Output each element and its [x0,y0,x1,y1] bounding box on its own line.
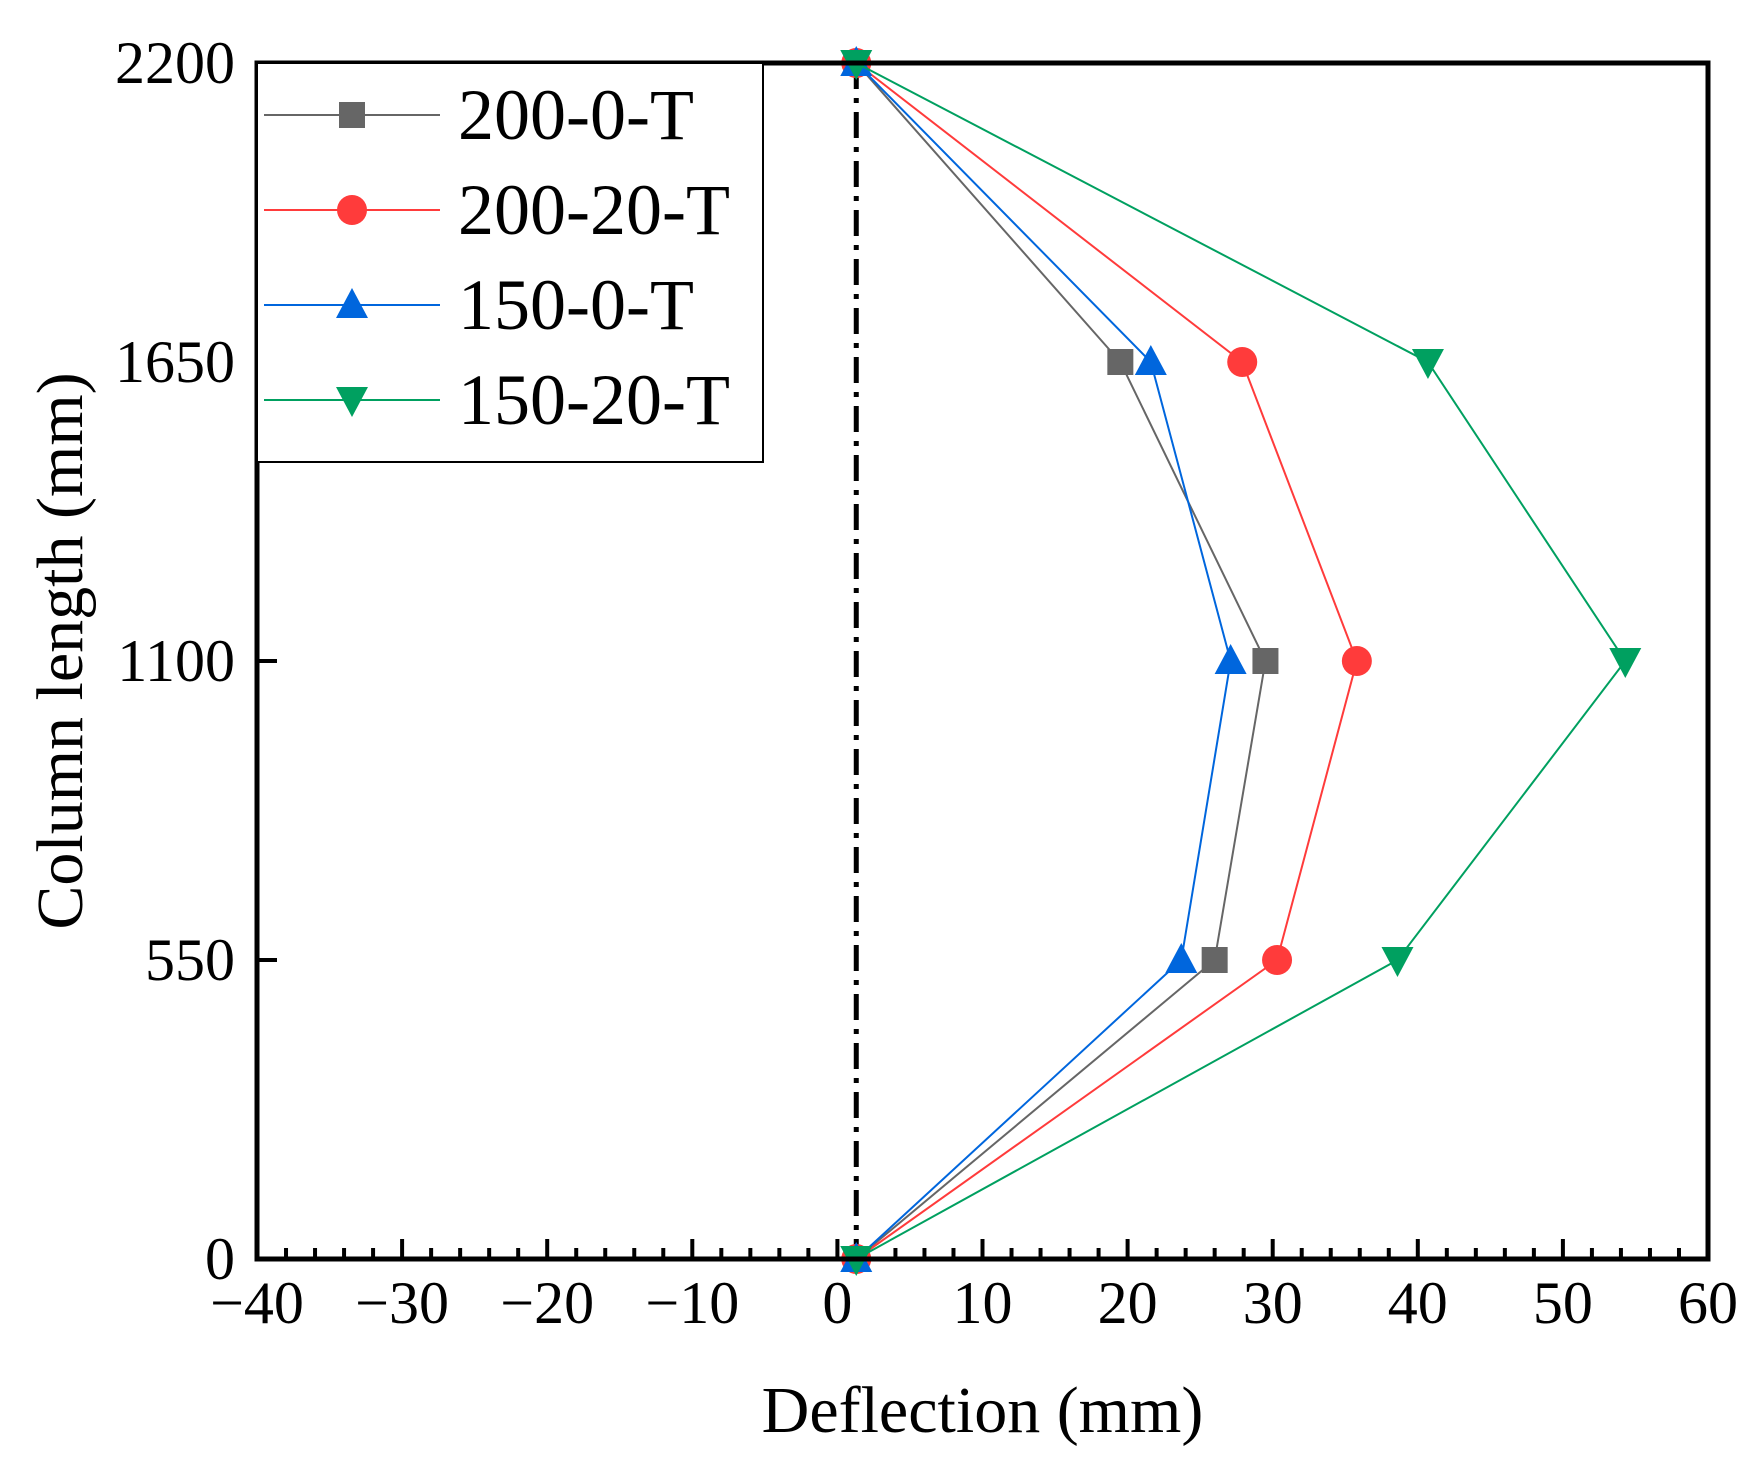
data-point [1201,947,1228,973]
legend-entry: 150-0-T [264,265,694,345]
data-point [1609,648,1642,678]
legend-label: 150-0-T [458,265,694,345]
x-tick-label: −30 [355,1270,449,1336]
plot-frame [254,60,1711,1262]
series-line [855,62,1232,1260]
series-line [855,62,1627,1260]
y-tick-label: 1650 [115,329,235,395]
x-tick-label: −10 [645,1270,739,1336]
data-point [1381,947,1414,977]
data-point [1411,349,1444,379]
x-tick-label: −20 [500,1270,594,1336]
data-point [1341,646,1372,676]
series-200-20-T [841,48,1372,1274]
x-tick-label: 10 [953,1270,1013,1336]
legend-entry: 150-20-T [264,360,730,440]
legend: 200-0-T 200-20-T 150-0-T 150-20-T [256,62,764,463]
legend-entry: 200-0-T [264,75,694,155]
legend-label: 200-20-T [458,170,730,250]
data-point [1134,345,1167,375]
data-point [1252,648,1279,674]
legend-marker [336,288,368,318]
legend-label: 150-20-T [458,360,730,440]
y-tick-label: 1100 [117,628,235,694]
x-tick-label: 20 [1098,1270,1158,1336]
x-tick-label: 50 [1533,1270,1593,1336]
series-layer [840,46,1642,1276]
series-150-20-T [840,50,1642,1276]
data-point [1262,945,1293,975]
x-tick-label: 40 [1388,1270,1448,1336]
x-tick-label: 30 [1243,1270,1303,1336]
series-200-0-T [843,50,1279,1272]
series-line [855,62,1358,1260]
series-150-0-T [840,46,1247,1272]
data-point [1107,349,1134,375]
x-tick-label: −40 [210,1270,304,1336]
data-point [1227,347,1258,377]
tick-labels: −40 −30 −20 −10 0 10 20 30 40 50 60 0 550 1100 1650 220… [115,30,1738,1336]
data-point [1214,644,1247,674]
x-tick-label: 60 [1678,1270,1738,1336]
y-tick-label: 550 [145,927,235,993]
y-tick-label: 0 [205,1226,235,1292]
legend-label: 200-0-T [458,75,694,155]
x-axis-title: Deflection (mm) [762,1374,1204,1447]
x-tick-label: 0 [822,1270,852,1336]
y-tick-label: 2200 [115,30,235,96]
y-axis-title: Column length (mm) [24,372,97,929]
legend-marker [337,195,367,225]
data-point [1165,943,1198,973]
series-line [855,62,1267,1260]
legend-marker [339,102,365,128]
legend-marker [336,387,368,417]
legend-entry: 200-20-T [264,170,730,250]
